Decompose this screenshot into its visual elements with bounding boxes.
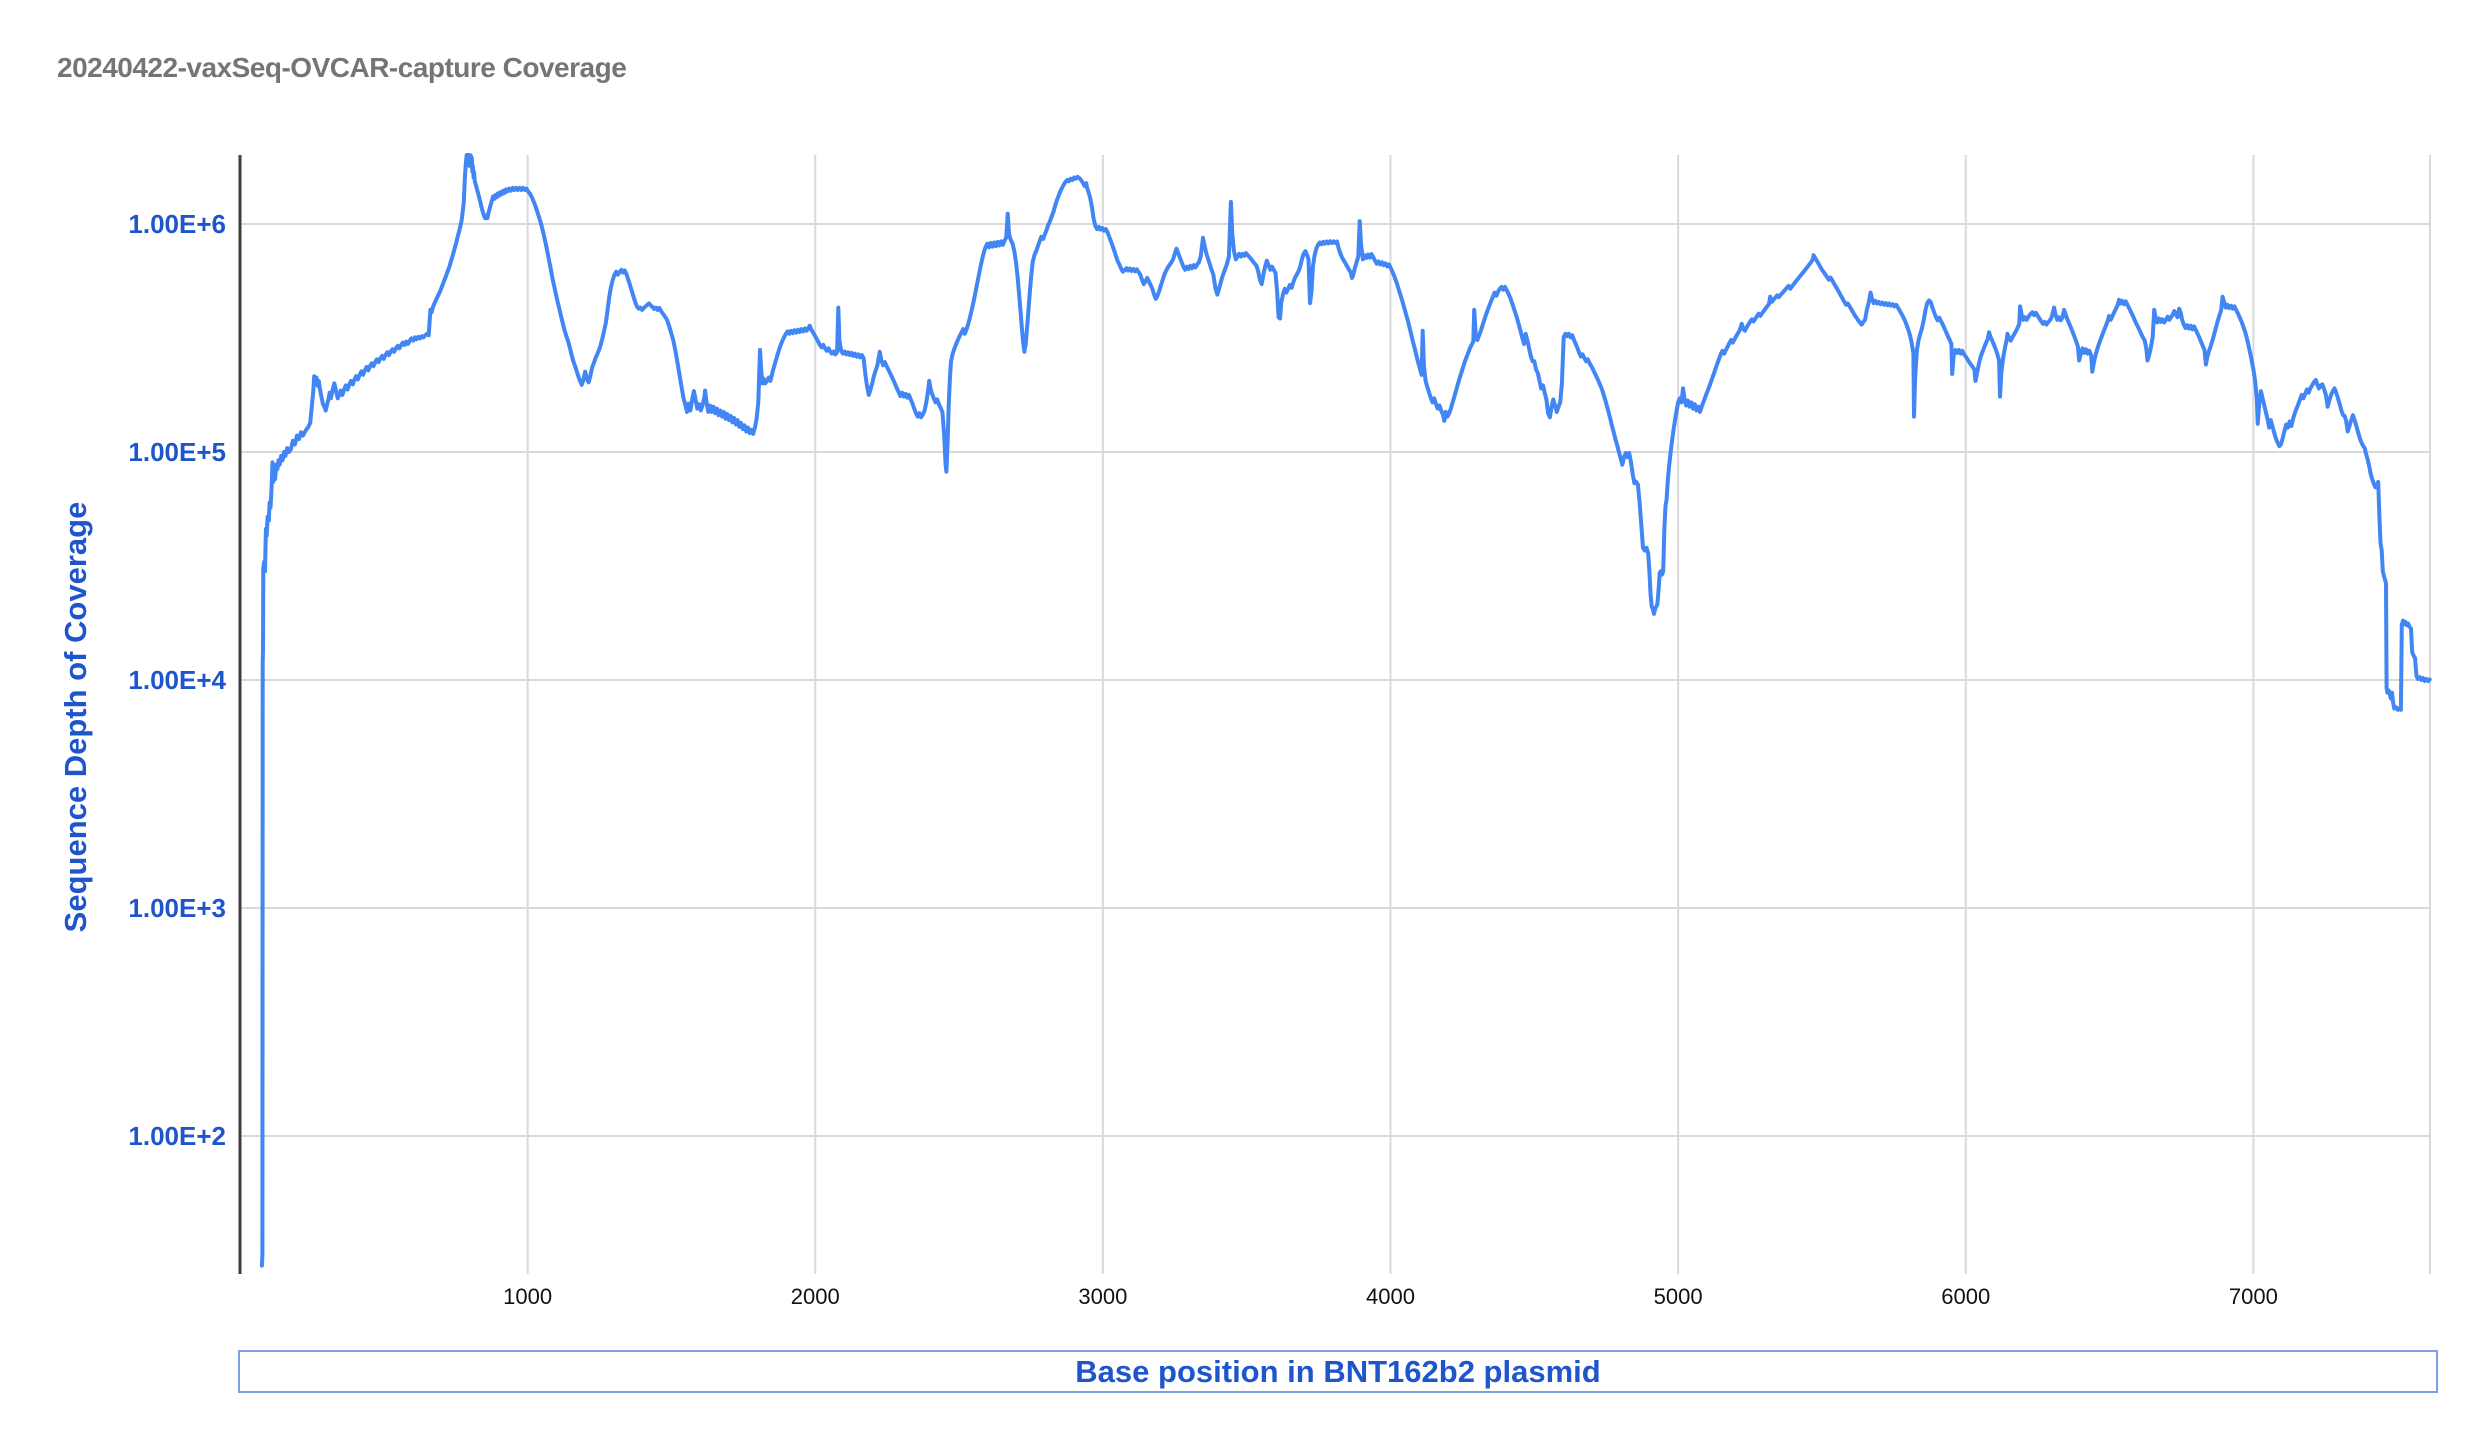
x-tick-label: 5000 xyxy=(1653,1284,1703,1309)
x-tick-label: 1000 xyxy=(503,1284,553,1309)
x-tick-label: 6000 xyxy=(1941,1284,1991,1309)
y-tick-label: 1.00E+2 xyxy=(128,1121,226,1151)
x-tick-label: 4000 xyxy=(1366,1284,1415,1309)
chart-title: 20240422-vaxSeq-OVCAR-capture Coverage xyxy=(57,52,627,83)
coverage-series-line xyxy=(259,153,2432,1268)
y-tick-label: 1.00E+6 xyxy=(128,209,226,239)
y-tick-label: 1.00E+3 xyxy=(128,893,226,923)
x-axis-title: Base position in BNT162b2 plasmid xyxy=(1075,1353,1601,1389)
x-tick-label: 3000 xyxy=(1078,1284,1128,1309)
x-tick-label: 7000 xyxy=(2228,1284,2278,1309)
x-axis-title-box: Base position in BNT162b2 plasmid xyxy=(238,1350,2438,1393)
y-tick-label: 1.00E+5 xyxy=(128,437,226,467)
y-tick-label: 1.00E+4 xyxy=(128,665,226,695)
x-tick-label: 2000 xyxy=(790,1284,840,1309)
